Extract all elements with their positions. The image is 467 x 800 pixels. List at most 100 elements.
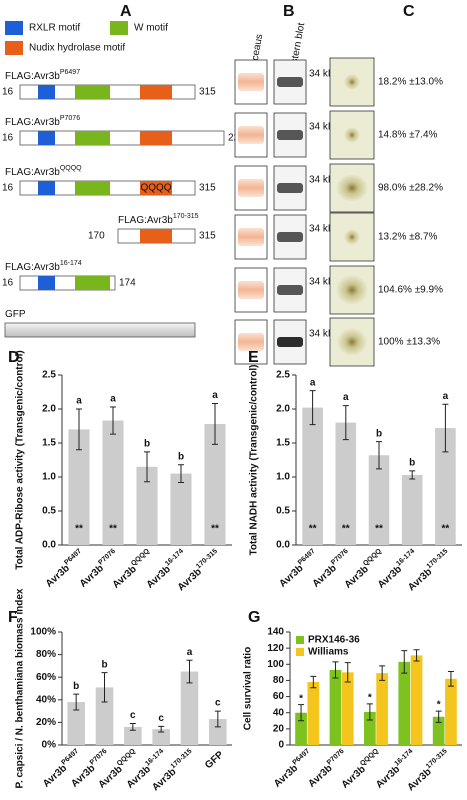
x-tick-label-sup: QQQQ <box>362 548 383 568</box>
y-tick-label: 20% <box>36 717 56 728</box>
ponceau-band <box>238 126 264 144</box>
construct-start: 16 <box>2 133 14 144</box>
y-tick-label: 2.0 <box>276 404 290 415</box>
significance-letter: b <box>144 438 150 449</box>
x-tick-label-sup: P7076 <box>330 548 350 567</box>
x-tick-label-sup: P6497 <box>61 748 81 767</box>
size-label: 34 kD <box>309 175 335 186</box>
lesion <box>336 275 368 305</box>
bar <box>180 671 199 745</box>
error-bar <box>212 403 218 445</box>
significance-star: ** <box>442 524 450 535</box>
y-tick-label: 1.0 <box>276 472 290 483</box>
error-bar <box>401 650 408 674</box>
panel-label: B <box>283 3 295 20</box>
significance-letter: a <box>187 647 193 658</box>
y-tick-label: 0% <box>42 740 57 751</box>
y-axis-label: Total NADH activity (Transgenic/control) <box>249 365 260 556</box>
bar <box>295 712 307 745</box>
construct-label-base: GFP <box>5 309 26 320</box>
error-bar <box>101 672 108 703</box>
cell-death-value: 18.2% ±13.0% <box>378 77 443 88</box>
bar <box>67 702 85 745</box>
bar <box>410 655 423 745</box>
ponceau-band <box>238 333 264 351</box>
panel-label: C <box>403 3 415 20</box>
cell-death-value: 14.8% ±7.4% <box>378 130 438 141</box>
legend-swatch <box>5 21 23 35</box>
construct-label-sup: QQQQ <box>60 165 82 172</box>
error-bar <box>129 723 136 731</box>
legend-label: W motif <box>134 23 168 34</box>
significance-star: ** <box>211 524 219 535</box>
lesion <box>344 74 360 90</box>
x-tick-label-sup: QQQQ <box>116 748 137 768</box>
significance-letter: a <box>310 377 316 388</box>
significance-star: ** <box>375 524 383 535</box>
leaf-image <box>329 110 375 160</box>
bar <box>432 716 445 745</box>
size-label: 34 kD <box>309 122 335 133</box>
y-tick-label: 80 <box>273 675 285 686</box>
legend-label: PRX146-36 <box>308 635 360 646</box>
x-tick-label-sup: 16-174 <box>396 548 417 568</box>
bar <box>307 682 320 745</box>
motif <box>140 85 172 99</box>
error-bar <box>309 390 316 426</box>
construct-label-base: FLAG:Avr3b <box>5 167 60 178</box>
motif <box>38 85 55 99</box>
bar <box>368 455 390 545</box>
x-tick-label-sup: P6497 <box>292 748 312 767</box>
x-tick-label-sup: 170-315 <box>195 548 219 570</box>
bar <box>335 422 357 545</box>
error-bar <box>413 649 420 662</box>
bar <box>435 428 456 545</box>
x-tick-label-sup: 16-174 <box>394 748 415 768</box>
x-tick-label-sup: 170-315 <box>425 748 449 770</box>
error-bar <box>76 408 82 451</box>
error-bar <box>178 464 184 483</box>
ponceau-band <box>238 73 264 91</box>
construct-start: 16 <box>2 278 14 289</box>
significance-star: ** <box>75 524 83 535</box>
motif <box>38 131 55 145</box>
y-tick-label: 2.5 <box>276 370 290 381</box>
y-tick-label: 80% <box>36 649 56 660</box>
construct-end: 174 <box>119 278 136 289</box>
legend-swatch <box>5 41 23 55</box>
y-tick-label: 0.0 <box>42 540 56 551</box>
motif <box>75 181 110 195</box>
significance-star: ** <box>109 524 117 535</box>
x-tick-label-sup: QQQQ <box>130 548 151 568</box>
y-tick-label: 1.5 <box>42 438 56 449</box>
construct-end: 315 <box>199 87 216 98</box>
construct-label-base: FLAG:Avr3b <box>5 71 60 82</box>
x-tick-label-sup: P7076 <box>97 548 117 567</box>
y-tick-label: 100 <box>267 659 284 670</box>
y-tick-label: 0.0 <box>276 540 290 551</box>
bar <box>329 669 342 745</box>
y-tick-label: 60% <box>36 672 56 683</box>
error-bar <box>310 675 317 689</box>
blot-band <box>277 285 303 295</box>
error-bar <box>442 403 449 453</box>
legend-swatch <box>296 648 304 656</box>
bar <box>302 407 323 545</box>
x-tick-label-sup: QQQQ <box>359 748 380 768</box>
bar <box>136 466 158 545</box>
ponceau-band <box>238 228 264 246</box>
size-label: 34 kD <box>309 329 335 340</box>
significance-letter: c <box>158 713 164 724</box>
error-bar <box>409 470 416 480</box>
legend-swatch <box>110 21 128 35</box>
construct-label-sup: P7076 <box>60 115 80 122</box>
y-tick-label: 2.5 <box>42 370 56 381</box>
error-bar <box>332 661 339 679</box>
x-tick-label-sup: 16-174 <box>164 548 185 568</box>
significance-letter: b <box>101 659 107 670</box>
error-bar <box>366 703 373 721</box>
y-tick-label: 1.0 <box>42 472 56 483</box>
x-tick-label-sup: P7076 <box>89 748 109 767</box>
construct-label-base: FLAG:Avr3b <box>5 117 60 128</box>
